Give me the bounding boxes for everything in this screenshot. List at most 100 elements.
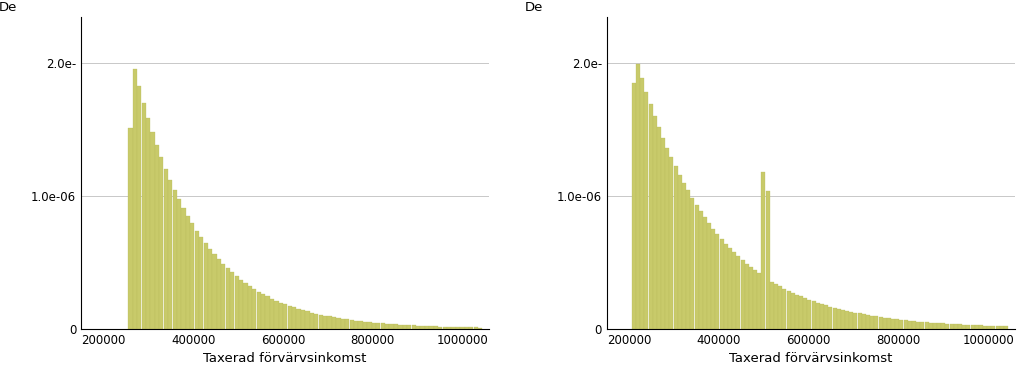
Bar <box>381 323 385 328</box>
Bar <box>412 326 416 328</box>
Bar <box>674 166 678 328</box>
Bar <box>724 244 728 328</box>
Bar <box>305 311 309 328</box>
Bar <box>808 300 811 328</box>
Bar <box>657 127 660 328</box>
Bar <box>239 280 243 328</box>
Bar <box>636 64 640 328</box>
Bar <box>452 327 456 328</box>
Bar <box>354 321 358 328</box>
Bar <box>983 326 987 328</box>
Bar <box>362 322 368 328</box>
Bar <box>849 312 853 328</box>
Bar <box>774 284 778 328</box>
Bar <box>862 314 866 328</box>
Bar <box>212 254 217 328</box>
Bar <box>204 243 208 328</box>
Bar <box>686 190 690 328</box>
Bar <box>221 264 225 328</box>
Bar <box>883 318 887 328</box>
Bar <box>425 326 429 328</box>
Bar <box>465 327 469 328</box>
Bar <box>795 295 799 328</box>
Bar <box>190 224 195 328</box>
Bar <box>820 304 824 328</box>
Bar <box>469 327 473 328</box>
Bar <box>749 267 753 328</box>
Bar <box>389 324 393 328</box>
Bar <box>958 324 962 328</box>
Bar <box>632 83 636 328</box>
Bar <box>678 175 682 328</box>
Bar <box>137 86 141 328</box>
Bar <box>301 310 305 328</box>
Bar <box>732 252 736 328</box>
Bar <box>740 260 744 328</box>
Bar <box>141 103 145 328</box>
Bar <box>341 319 345 328</box>
Bar <box>473 327 478 328</box>
Bar <box>160 157 164 328</box>
Bar <box>398 325 402 328</box>
Bar <box>975 325 979 328</box>
Bar <box>385 324 389 328</box>
Bar <box>999 326 1004 328</box>
Bar <box>456 327 460 328</box>
Bar <box>866 315 870 328</box>
Bar <box>933 323 937 328</box>
Bar <box>837 309 841 328</box>
Bar <box>199 237 204 328</box>
Bar <box>716 234 720 328</box>
Bar <box>967 325 971 328</box>
Bar <box>230 272 234 328</box>
Bar <box>368 322 372 328</box>
Bar <box>728 248 732 328</box>
Bar <box>712 229 716 328</box>
Bar <box>895 319 899 328</box>
Bar <box>402 325 407 328</box>
Bar <box>874 317 879 328</box>
Bar <box>288 306 292 328</box>
Bar <box>991 326 995 328</box>
X-axis label: Taxerad förvärvsinkomst: Taxerad förvärvsinkomst <box>729 352 893 365</box>
Bar <box>762 172 766 328</box>
Bar <box>155 145 159 328</box>
Bar <box>766 191 770 328</box>
Bar <box>416 326 420 328</box>
Bar <box>177 199 181 328</box>
Bar <box>879 317 883 328</box>
Bar <box>791 293 795 328</box>
Bar <box>891 319 895 328</box>
Bar <box>478 327 482 328</box>
Bar <box>903 320 907 328</box>
Bar <box>694 205 698 328</box>
Bar <box>770 282 774 328</box>
Bar <box>434 326 438 328</box>
Bar <box>786 291 791 328</box>
Bar <box>995 326 999 328</box>
Bar <box>195 231 199 328</box>
Bar <box>172 190 177 328</box>
Bar <box>270 299 274 328</box>
Bar <box>421 326 425 328</box>
Bar <box>257 292 261 328</box>
Y-axis label: De: De <box>0 1 16 14</box>
Bar <box>146 118 151 328</box>
Bar <box>349 320 354 328</box>
Bar <box>261 294 265 328</box>
Bar <box>292 307 296 328</box>
Bar <box>925 322 929 328</box>
Bar <box>702 217 707 328</box>
Bar <box>778 286 782 328</box>
Bar <box>648 104 652 328</box>
Bar <box>447 327 452 328</box>
Bar <box>314 314 318 328</box>
X-axis label: Taxerad förvärvsinkomst: Taxerad förvärvsinkomst <box>204 352 367 365</box>
Bar <box>953 324 957 328</box>
Bar <box>652 116 656 328</box>
Bar <box>284 304 288 328</box>
Bar <box>323 315 328 328</box>
Bar <box>828 307 833 328</box>
Bar <box>753 270 757 328</box>
Bar <box>279 302 283 328</box>
